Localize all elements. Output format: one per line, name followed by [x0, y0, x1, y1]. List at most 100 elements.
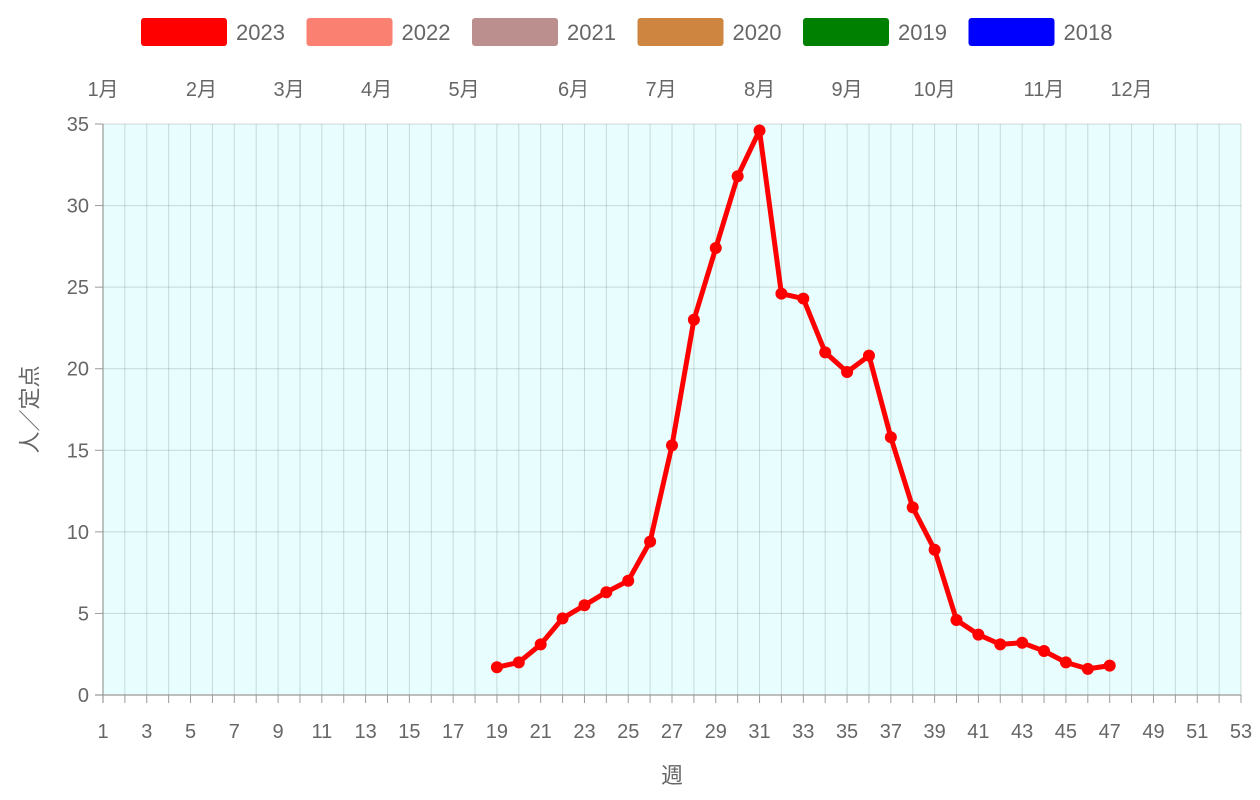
- data-point: [972, 628, 985, 641]
- month-label: 12月: [1110, 79, 1152, 101]
- data-point: [753, 124, 766, 137]
- data-point: [797, 292, 810, 305]
- x-tick-label: 21: [530, 721, 552, 743]
- month-label: 7月: [645, 79, 676, 101]
- data-point: [1016, 636, 1029, 649]
- x-tick-label: 49: [1142, 721, 1164, 743]
- data-point: [1081, 662, 1094, 675]
- y-axis-label: 人／定点: [18, 365, 43, 453]
- series-layer: [490, 124, 1116, 675]
- x-tick-label: 33: [792, 721, 814, 743]
- legend-item[interactable]: 2019: [803, 18, 947, 46]
- data-point: [1059, 656, 1072, 669]
- legend-label: 2020: [733, 20, 782, 45]
- x-tick-label: 3: [141, 721, 152, 743]
- y-tick-label: 35: [67, 114, 89, 136]
- data-point: [709, 241, 722, 254]
- legend-label: 2019: [898, 20, 947, 45]
- y-tick-label: 25: [67, 277, 89, 299]
- gridlines: [102, 123, 1242, 696]
- legend-item[interactable]: 2022: [306, 18, 451, 46]
- x-tick-label: 15: [398, 721, 420, 743]
- x-tick-label: 35: [836, 721, 858, 743]
- data-point: [687, 313, 700, 326]
- legend-swatch: [968, 18, 1055, 46]
- x-tick-label: 19: [486, 721, 508, 743]
- legend-label: 2021: [567, 20, 616, 45]
- month-label: 10月: [913, 79, 955, 101]
- y-tick-label: 5: [78, 603, 89, 625]
- legend-swatch: [306, 18, 393, 46]
- month-label: 11月: [1024, 79, 1065, 101]
- legend-item[interactable]: 2020: [637, 18, 782, 46]
- month-label: 9月: [832, 79, 863, 101]
- plot-area: [103, 124, 1241, 695]
- x-tick-label: 7: [229, 721, 240, 743]
- data-point: [622, 574, 635, 587]
- month-label: 4月: [361, 79, 392, 101]
- data-point: [994, 638, 1007, 651]
- data-point: [600, 586, 613, 599]
- legend-label: 2023: [236, 20, 285, 45]
- data-point: [841, 365, 854, 378]
- month-label: 3月: [273, 79, 304, 101]
- month-label: 5月: [449, 79, 480, 101]
- legend-item[interactable]: 2018: [968, 18, 1113, 46]
- x-tick-label: 45: [1055, 721, 1077, 743]
- data-point: [1103, 659, 1116, 672]
- x-tick-label: 53: [1230, 721, 1252, 743]
- legend-item[interactable]: 2023: [141, 18, 285, 46]
- x-tick-label: 39: [923, 721, 945, 743]
- data-point: [731, 170, 744, 183]
- x-tick-label: 9: [273, 721, 284, 743]
- y-tick-label: 20: [67, 359, 89, 381]
- legend-swatch: [803, 18, 889, 46]
- legend-swatch: [637, 18, 724, 46]
- x-tick-label: 29: [705, 721, 727, 743]
- data-point: [862, 349, 875, 362]
- legend-item[interactable]: 2021: [472, 18, 616, 46]
- data-point: [950, 613, 963, 626]
- data-point: [512, 656, 525, 669]
- x-axis-label: 週: [661, 763, 683, 788]
- month-label: 6月: [558, 79, 589, 101]
- x-tick-label: 17: [442, 721, 464, 743]
- x-tick-label: 31: [748, 721, 770, 743]
- month-axis: 1月 2月 3月 4月 5月 6月 7月 8月 9月 10月 11月 12月: [87, 79, 1152, 101]
- legend-swatch: [141, 18, 227, 46]
- y-tick-label: 15: [67, 440, 89, 462]
- data-point: [666, 439, 678, 452]
- x-tick-label: 1: [97, 721, 108, 743]
- month-label: 1月: [87, 79, 118, 101]
- x-tick-label: 51: [1186, 721, 1208, 743]
- y-tick-label: 0: [78, 685, 89, 707]
- data-point: [1038, 644, 1051, 657]
- data-point: [490, 661, 503, 674]
- legend-label: 2018: [1064, 20, 1113, 45]
- x-tick-label: 11: [311, 721, 332, 743]
- x-tick-label: 25: [617, 721, 639, 743]
- data-point: [556, 612, 569, 625]
- month-label: 8月: [744, 79, 775, 101]
- data-point: [578, 599, 591, 612]
- x-tick-label: 43: [1011, 721, 1033, 743]
- x-tick-label: 37: [880, 721, 902, 743]
- y-tick-label: 10: [67, 522, 89, 544]
- x-tick-label: 23: [573, 721, 595, 743]
- x-tick-label: 41: [967, 721, 989, 743]
- month-label: 2月: [186, 79, 217, 101]
- legend[interactable]: 2023 2022 2021 2020 2019 2018: [141, 18, 1112, 46]
- data-point: [884, 431, 897, 444]
- data-point: [644, 535, 657, 548]
- x-tick-label: 27: [661, 721, 683, 743]
- data-point: [534, 638, 547, 651]
- legend-label: 2022: [402, 20, 451, 45]
- data-point: [775, 287, 788, 300]
- x-tick-label: 47: [1099, 721, 1121, 743]
- data-point: [928, 543, 941, 556]
- legend-swatch: [472, 18, 558, 46]
- y-tick-label: 30: [67, 196, 89, 218]
- x-tick-label: 13: [354, 721, 376, 743]
- y-axis: 0 5 10 15 20 25 30 35: [67, 114, 104, 707]
- x-axis: 1 3 5 7 9 11 13 15 17 19 21 23 25 27 29 31 33 35 37 39 41 43 4…: [95, 694, 1252, 743]
